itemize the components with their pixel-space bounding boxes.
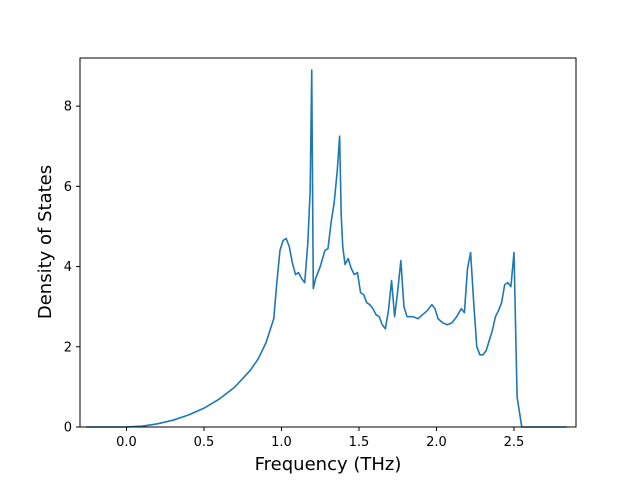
y-tick-label: 6 (64, 180, 72, 195)
y-tick-label: 2 (64, 340, 72, 355)
x-tick-label: 1.0 (271, 435, 292, 450)
y-axis-label: Density of States (35, 165, 56, 319)
x-axis-ticks: 0.0 0.5 1.0 1.5 2.0 2.5 (116, 427, 524, 450)
x-tick-label: 1.5 (349, 435, 370, 450)
y-tick-label: 4 (64, 260, 72, 275)
y-tick-label: 0 (64, 421, 72, 436)
x-tick-label: 0.0 (116, 435, 137, 450)
y-tick-label: 8 (64, 100, 72, 115)
x-tick-label: 2.5 (504, 435, 525, 450)
y-axis-ticks: 0 2 4 6 8 (64, 100, 80, 436)
x-axis-label: Frequency (THz) (255, 454, 402, 475)
x-tick-label: 2.0 (426, 435, 447, 450)
plot-area (79, 57, 577, 428)
axes-frame (79, 57, 577, 428)
x-tick-label: 0.5 (194, 435, 215, 450)
dos-series-line (86, 69, 567, 428)
